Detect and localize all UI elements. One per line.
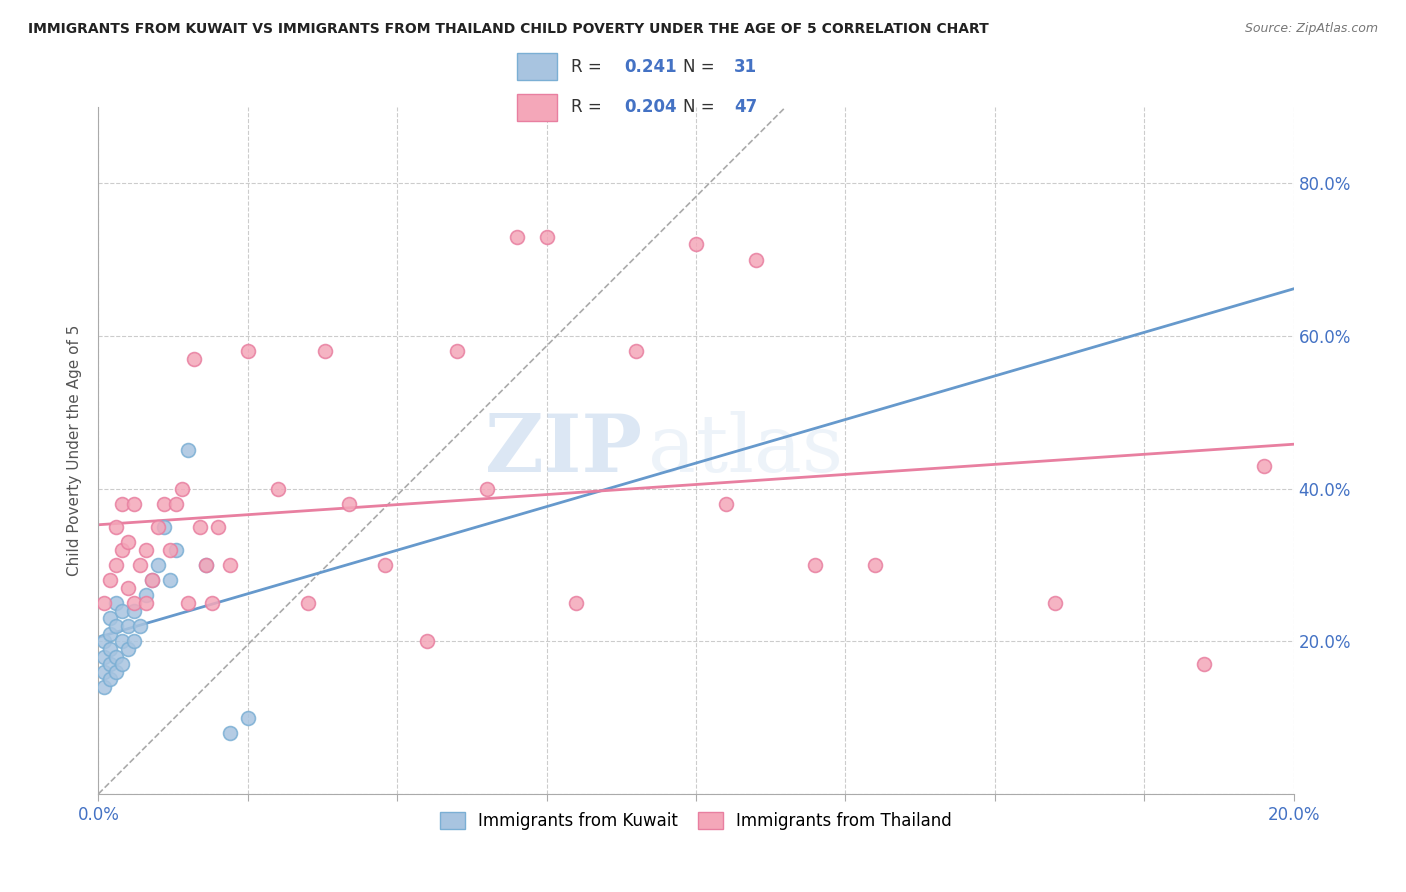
Point	[93, 634, 115, 648]
Point	[111, 542, 134, 557]
Point	[124, 596, 146, 610]
Point	[141, 573, 163, 587]
Point	[219, 558, 242, 572]
Point	[165, 542, 187, 557]
Point	[416, 634, 439, 648]
Point	[105, 649, 128, 664]
Point	[177, 443, 200, 458]
Point	[626, 344, 648, 359]
Point	[1192, 657, 1215, 672]
Point	[111, 604, 134, 618]
Point	[105, 558, 128, 572]
Point	[98, 611, 122, 625]
Point	[129, 558, 152, 572]
Point	[135, 589, 157, 603]
Point	[565, 596, 588, 610]
Point	[93, 665, 115, 679]
Point	[165, 497, 187, 511]
Point	[93, 680, 115, 694]
Point	[153, 520, 176, 534]
Point	[536, 229, 558, 244]
Point	[148, 520, 170, 534]
Point	[111, 497, 134, 511]
Point	[804, 558, 827, 572]
Point	[105, 665, 128, 679]
Point	[159, 573, 181, 587]
Text: 0.204: 0.204	[624, 98, 676, 116]
Point	[141, 573, 163, 587]
Point	[177, 596, 200, 610]
Point	[207, 520, 229, 534]
Point	[297, 596, 319, 610]
Point	[117, 641, 139, 656]
Text: ZIP: ZIP	[485, 411, 643, 490]
Point	[446, 344, 468, 359]
Text: Source: ZipAtlas.com: Source: ZipAtlas.com	[1244, 22, 1378, 36]
Point	[93, 649, 115, 664]
Point	[124, 497, 146, 511]
Point	[172, 482, 194, 496]
Point	[1253, 458, 1275, 473]
Text: 31: 31	[734, 58, 756, 76]
Point	[111, 657, 134, 672]
Point	[98, 657, 122, 672]
FancyBboxPatch shape	[517, 94, 557, 120]
Point	[1043, 596, 1066, 610]
Point	[105, 520, 128, 534]
Point	[374, 558, 396, 572]
Point	[685, 237, 707, 252]
Point	[236, 710, 259, 724]
Point	[98, 573, 122, 587]
FancyBboxPatch shape	[517, 54, 557, 80]
Text: N =: N =	[683, 58, 720, 76]
Point	[153, 497, 176, 511]
Point	[117, 619, 139, 633]
Point	[159, 542, 181, 557]
Point	[148, 558, 170, 572]
Point	[714, 497, 737, 511]
Text: 0.241: 0.241	[624, 58, 676, 76]
Point	[111, 634, 134, 648]
Point	[117, 535, 139, 549]
Point	[506, 229, 529, 244]
Legend: Immigrants from Kuwait, Immigrants from Thailand: Immigrants from Kuwait, Immigrants from …	[433, 805, 959, 837]
Point	[865, 558, 887, 572]
Text: IMMIGRANTS FROM KUWAIT VS IMMIGRANTS FROM THAILAND CHILD POVERTY UNDER THE AGE O: IMMIGRANTS FROM KUWAIT VS IMMIGRANTS FRO…	[28, 22, 988, 37]
Y-axis label: Child Poverty Under the Age of 5: Child Poverty Under the Age of 5	[67, 325, 83, 576]
Point	[475, 482, 498, 496]
Point	[339, 497, 361, 511]
Point	[124, 634, 146, 648]
Point	[135, 542, 157, 557]
Point	[195, 558, 218, 572]
Point	[135, 596, 157, 610]
Text: N =: N =	[683, 98, 720, 116]
Point	[745, 252, 768, 267]
Point	[236, 344, 259, 359]
Point	[117, 581, 139, 595]
Point	[93, 596, 115, 610]
Point	[201, 596, 224, 610]
Point	[124, 604, 146, 618]
Point	[267, 482, 290, 496]
Text: atlas: atlas	[648, 411, 844, 490]
Text: 47: 47	[734, 98, 758, 116]
Point	[315, 344, 337, 359]
Text: R =: R =	[571, 58, 607, 76]
Point	[105, 619, 128, 633]
Point	[129, 619, 152, 633]
Point	[195, 558, 218, 572]
Point	[98, 626, 122, 640]
Point	[98, 673, 122, 687]
Text: R =: R =	[571, 98, 607, 116]
Point	[98, 641, 122, 656]
Point	[183, 351, 205, 366]
Point	[219, 726, 242, 740]
Point	[105, 596, 128, 610]
Point	[188, 520, 211, 534]
